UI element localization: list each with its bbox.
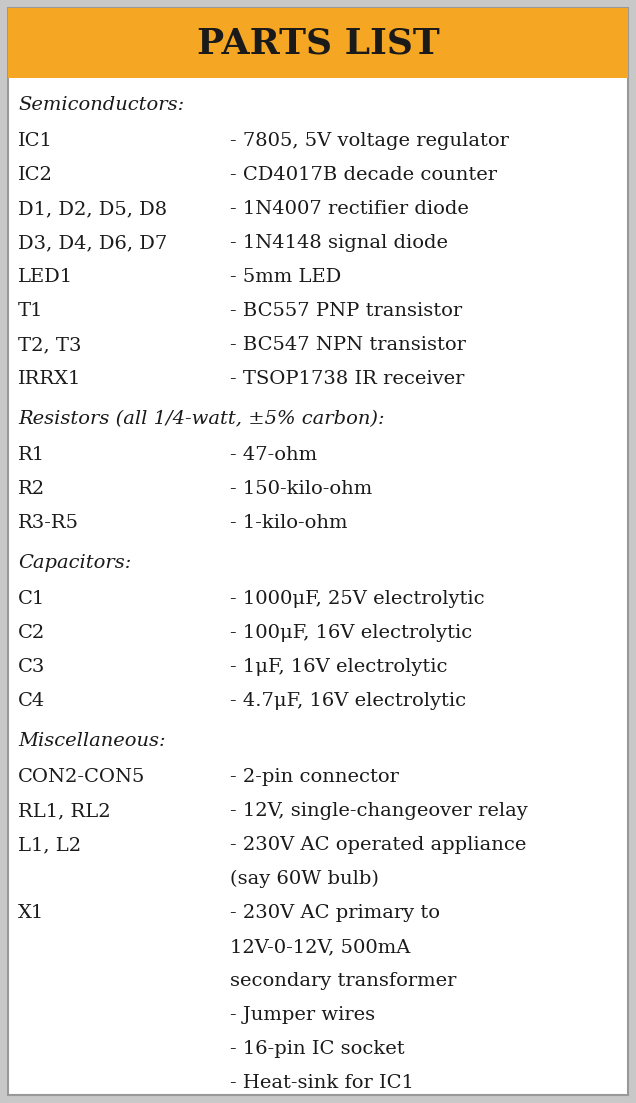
Text: L1, L2: L1, L2 [18, 836, 81, 854]
Text: - 7805, 5V voltage regulator: - 7805, 5V voltage regulator [230, 132, 509, 150]
Text: - BC547 NPN transistor: - BC547 NPN transistor [230, 336, 466, 354]
Text: C2: C2 [18, 624, 45, 642]
Text: - TSOP1738 IR receiver: - TSOP1738 IR receiver [230, 370, 464, 388]
Text: T1: T1 [18, 302, 43, 320]
Text: IC2: IC2 [18, 165, 53, 184]
Text: - BC557 PNP transistor: - BC557 PNP transistor [230, 302, 462, 320]
Text: - 1N4148 signal diode: - 1N4148 signal diode [230, 234, 448, 251]
Text: - 12V, single-changeover relay: - 12V, single-changeover relay [230, 802, 528, 820]
Text: IC1: IC1 [18, 132, 53, 150]
Text: PARTS LIST: PARTS LIST [197, 26, 439, 60]
Text: - 4.7μF, 16V electrolytic: - 4.7μF, 16V electrolytic [230, 692, 466, 710]
Text: - 1μF, 16V electrolytic: - 1μF, 16V electrolytic [230, 658, 448, 676]
Text: Miscellaneous:: Miscellaneous: [18, 732, 165, 750]
Bar [8, 8, 628, 78]
Text: D3, D4, D6, D7: D3, D4, D6, D7 [18, 234, 167, 251]
Text: RL1, RL2: RL1, RL2 [18, 802, 111, 820]
Text: R3-R5: R3-R5 [18, 514, 79, 532]
Text: - CD4017B decade counter: - CD4017B decade counter [230, 165, 497, 184]
Text: Capacitors:: Capacitors: [18, 554, 132, 572]
Text: - 1-kilo-ohm: - 1-kilo-ohm [230, 514, 347, 532]
Text: secondary transformer: secondary transformer [230, 972, 457, 990]
Text: - Jumper wires: - Jumper wires [230, 1006, 375, 1024]
Text: - 100μF, 16V electrolytic: - 100μF, 16V electrolytic [230, 624, 473, 642]
Text: C4: C4 [18, 692, 45, 710]
Text: - Heat-sink for IC1: - Heat-sink for IC1 [230, 1074, 414, 1092]
Text: - 150-kilo-ohm: - 150-kilo-ohm [230, 480, 372, 497]
Text: Semiconductors:: Semiconductors: [18, 96, 184, 114]
Text: 12V-0-12V, 500mA: 12V-0-12V, 500mA [230, 938, 410, 956]
Text: - 1N4007 rectifier diode: - 1N4007 rectifier diode [230, 200, 469, 218]
Text: - 230V AC primary to: - 230V AC primary to [230, 904, 440, 922]
Text: R2: R2 [18, 480, 45, 497]
Text: Resistors (all 1/4-watt, ±5% carbon):: Resistors (all 1/4-watt, ±5% carbon): [18, 410, 385, 428]
Text: - 5mm LED: - 5mm LED [230, 268, 342, 286]
Text: - 2-pin connector: - 2-pin connector [230, 768, 399, 786]
Text: - 47-ohm: - 47-ohm [230, 446, 317, 464]
Text: (say 60W bulb): (say 60W bulb) [230, 870, 379, 888]
Text: LED1: LED1 [18, 268, 73, 286]
Text: D1, D2, D5, D8: D1, D2, D5, D8 [18, 200, 167, 218]
Text: - 1000μF, 25V electrolytic: - 1000μF, 25V electrolytic [230, 590, 485, 608]
Text: C3: C3 [18, 658, 45, 676]
Text: C1: C1 [18, 590, 45, 608]
Text: CON2-CON5: CON2-CON5 [18, 768, 146, 786]
Text: - 16-pin IC socket: - 16-pin IC socket [230, 1040, 404, 1058]
Text: - 230V AC operated appliance: - 230V AC operated appliance [230, 836, 527, 854]
Text: X1: X1 [18, 904, 45, 922]
Text: R1: R1 [18, 446, 45, 464]
Text: IRRX1: IRRX1 [18, 370, 81, 388]
Text: T2, T3: T2, T3 [18, 336, 81, 354]
